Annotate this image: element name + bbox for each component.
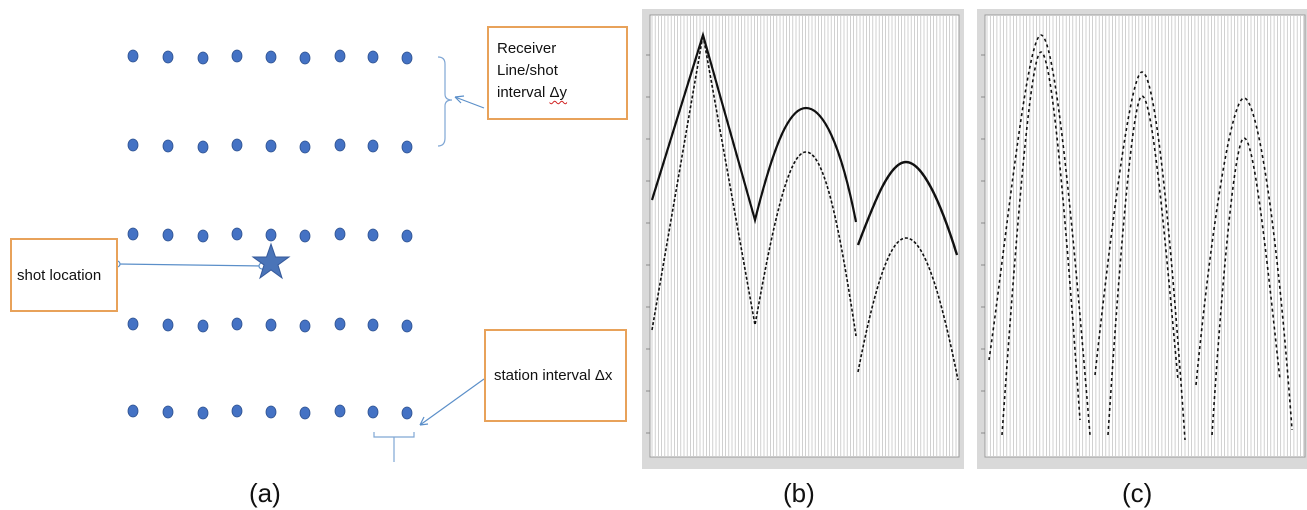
receiver-dot (401, 319, 413, 333)
receiver-dot (127, 404, 139, 418)
station-interval-label: station interval Δx (494, 367, 613, 384)
station-arrow (419, 378, 485, 426)
receiver-dot (162, 139, 174, 153)
receiver-dot (334, 138, 346, 152)
receiver-dot (197, 406, 209, 420)
seismogram-b-event (856, 160, 959, 256)
receiver-dot (367, 405, 379, 419)
receiver-dot (367, 318, 379, 332)
receiver-dot (367, 228, 379, 242)
seismogram-c-event (1094, 71, 1186, 441)
receiver-dot (162, 228, 174, 242)
receiver-dot (367, 139, 379, 153)
receiver-dot (265, 50, 277, 64)
receiver-label-prefix: interval (497, 84, 550, 101)
receiver-dot (299, 51, 311, 65)
seismogram-b-plot (649, 14, 960, 458)
receiver-dot (197, 51, 209, 65)
shot-location-label-box: shot location (10, 238, 118, 312)
receiver-label-line2: interval Δy (497, 82, 618, 104)
receiver-dot (401, 229, 413, 243)
station-interval-bracket (373, 432, 415, 462)
receiver-dot (197, 140, 209, 154)
seismogram-b-events (650, 31, 959, 381)
receiver-dot (334, 49, 346, 63)
receiver-dot (367, 50, 379, 64)
station-arrow-head (419, 416, 429, 426)
receiver-dot (231, 138, 243, 152)
seismogram-c-event (1211, 137, 1281, 436)
seismogram-b-event (651, 34, 857, 337)
receiver-dot (127, 227, 139, 241)
receiver-dot (231, 227, 243, 241)
receiver-label-line1: Receiver Line/shot (497, 40, 558, 79)
seismogram-c-event (1195, 97, 1293, 431)
seismogram-c-event (988, 34, 1091, 436)
receiver-dot (299, 140, 311, 154)
receiver-dot (265, 405, 277, 419)
receiver-dot (334, 317, 346, 331)
seismogram-b (642, 9, 964, 469)
receiver-dot (231, 49, 243, 63)
receiver-dot (299, 319, 311, 333)
shot-location-label: shot location (17, 267, 102, 284)
receiver-arrow (454, 96, 485, 109)
caption-c: (c) (1122, 478, 1153, 508)
receiver-dot (401, 406, 413, 420)
seismogram-c (977, 9, 1307, 469)
receiver-dot (334, 227, 346, 241)
receiver-dot (265, 228, 277, 242)
caption-b: (b) (783, 478, 815, 508)
seismogram-b-traces (646, 16, 957, 456)
receiver-line-bracket (437, 56, 453, 147)
receiver-dot (127, 317, 139, 331)
receiver-line-label-box: Receiver Line/shot interval Δy (487, 26, 628, 120)
shot-connector (116, 263, 263, 267)
receiver-dot (231, 317, 243, 331)
seismogram-c-traces (981, 16, 1305, 456)
seismogram-c-plot (984, 14, 1306, 458)
seismogram-c-event (1107, 95, 1179, 436)
receiver-dot (265, 318, 277, 332)
receiver-dot (401, 140, 413, 154)
receiver-dot (162, 50, 174, 64)
receiver-dot (127, 49, 139, 63)
receiver-label-symbol: Δy (549, 84, 568, 101)
caption-a: (a) (249, 478, 281, 508)
receiver-dot (197, 319, 209, 333)
receiver-dot (162, 405, 174, 419)
receiver-dot (265, 139, 277, 153)
receiver-arrow-head (454, 95, 465, 104)
receiver-dot (162, 318, 174, 332)
seismogram-c-events (988, 34, 1293, 441)
seismogram-b-event (857, 237, 959, 381)
receiver-dot (401, 51, 413, 65)
station-interval-label-box: station interval Δx (484, 329, 627, 422)
seismogram-b-event (650, 31, 858, 225)
receiver-dot (299, 229, 311, 243)
shot-star-icon (251, 242, 291, 280)
receiver-dot (197, 229, 209, 243)
seismogram-c-event (1001, 51, 1081, 436)
receiver-grid (127, 49, 413, 420)
receiver-dot (127, 138, 139, 152)
receiver-dot (299, 406, 311, 420)
receiver-dot (334, 404, 346, 418)
receiver-dot (231, 404, 243, 418)
